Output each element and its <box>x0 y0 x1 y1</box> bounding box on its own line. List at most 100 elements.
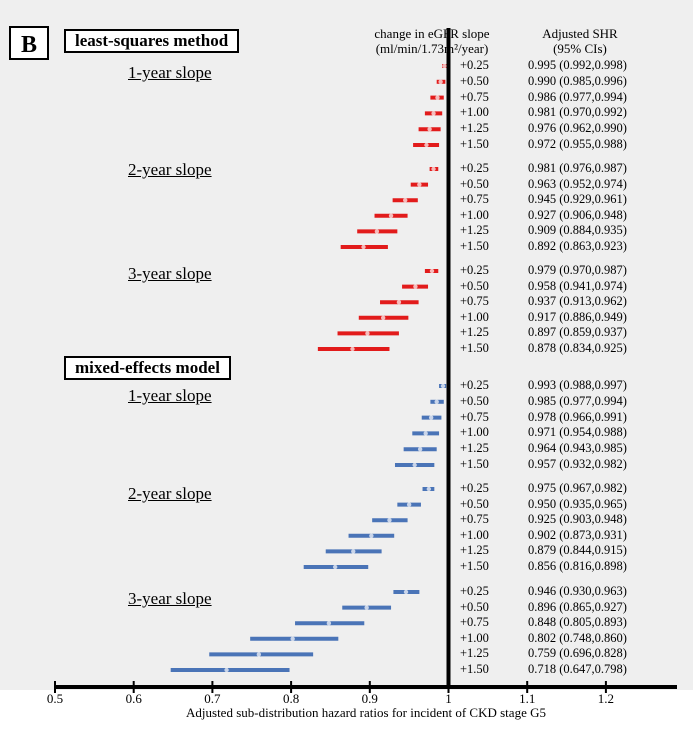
point-estimate <box>350 346 355 352</box>
shr-column-header: Adjusted SHR (95% CIs) <box>530 26 630 56</box>
point-estimate <box>403 198 408 203</box>
method-label: least-squares method <box>64 29 240 53</box>
delta-value: +1.25 <box>460 441 489 456</box>
x-tick-label: 1.1 <box>519 691 536 706</box>
point-estimate <box>351 549 356 554</box>
group-label: 1-year slope <box>128 386 212 405</box>
point-estimate <box>431 111 436 116</box>
point-estimate <box>413 284 418 289</box>
delta-value: +0.25 <box>460 263 489 277</box>
delta-value: +0.50 <box>460 496 489 511</box>
delta-value: +0.50 <box>460 278 489 293</box>
point-estimate <box>434 399 439 404</box>
shr-value: 0.957 (0.932,0.982) <box>528 457 627 471</box>
point-estimate <box>438 79 443 85</box>
shr-value: 0.958 (0.941,0.974) <box>528 278 627 293</box>
point-estimate <box>423 431 428 436</box>
panel-label: B <box>9 26 49 60</box>
delta-value: +1.50 <box>460 457 489 471</box>
point-estimate <box>364 605 369 610</box>
delta-value: +0.50 <box>460 599 489 614</box>
shr-value: 0.902 (0.873,0.931) <box>528 527 627 542</box>
delta-value: +0.25 <box>460 161 489 175</box>
shr-header-line1: Adjusted SHR <box>542 26 618 41</box>
delta-value: +1.25 <box>460 543 489 558</box>
delta-value: +1.50 <box>460 137 489 151</box>
delta-value: +0.25 <box>460 378 489 392</box>
point-estimate <box>428 415 434 420</box>
shr-value: 0.972 (0.955,0.988) <box>528 137 627 151</box>
shr-value: 0.897 (0.859,0.937) <box>528 325 627 340</box>
shr-value: 0.937 (0.913,0.962) <box>528 294 627 309</box>
delta-header-line2: (ml/min/1.73m²/year) <box>375 41 489 56</box>
group-label: 2-year slope <box>128 160 212 179</box>
shr-value: 0.879 (0.844,0.915) <box>528 543 627 558</box>
delta-column-header: change in eGFR slope (ml/min/1.73m²/year… <box>362 26 502 56</box>
shr-value: 0.971 (0.954,0.988) <box>528 425 627 440</box>
point-estimate <box>442 63 447 69</box>
delta-value: +1.00 <box>460 425 489 440</box>
x-tick-label: 0.6 <box>125 691 142 706</box>
point-estimate <box>369 533 374 538</box>
method-label: mixed-effects model <box>64 356 231 380</box>
x-tick-label: 0.7 <box>204 691 221 706</box>
x-tick-label: 0.8 <box>282 691 300 706</box>
x-axis-title: Adjusted sub-distribution hazard ratios … <box>186 705 546 720</box>
x-tick-label: 0.9 <box>361 691 378 706</box>
point-estimate <box>440 383 446 389</box>
point-estimate <box>361 244 366 250</box>
shr-value: 0.976 (0.962,0.990) <box>528 121 627 136</box>
group-label: 2-year slope <box>128 484 212 503</box>
delta-header-line1: change in eGFR slope <box>374 26 490 41</box>
point-estimate <box>256 652 262 657</box>
point-estimate <box>374 229 380 234</box>
shr-value: 0.925 (0.903,0.948) <box>528 512 627 527</box>
shr-value: 0.856 (0.816,0.898) <box>528 559 627 573</box>
point-estimate <box>435 95 440 100</box>
delta-value: +1.50 <box>460 239 489 253</box>
delta-value: +1.25 <box>460 325 489 340</box>
delta-value: +1.50 <box>460 662 489 676</box>
delta-value: +0.75 <box>460 89 489 104</box>
shr-value: 0.985 (0.977,0.994) <box>528 393 627 408</box>
shr-value: 0.759 (0.696,0.828) <box>528 646 627 661</box>
delta-value: +0.75 <box>460 512 489 527</box>
plot-background <box>0 0 693 690</box>
delta-value: +1.00 <box>460 309 489 324</box>
shr-value: 0.963 (0.952,0.974) <box>528 176 627 191</box>
shr-value: 0.718 (0.647,0.798) <box>528 662 627 676</box>
shr-value: 0.917 (0.886,0.949) <box>528 309 627 324</box>
point-estimate <box>388 213 394 218</box>
shr-value: 0.990 (0.985,0.996) <box>528 73 627 88</box>
delta-value: +0.75 <box>460 192 489 207</box>
delta-value: +0.75 <box>460 409 489 424</box>
point-estimate <box>332 564 338 570</box>
delta-value: +1.25 <box>460 646 489 661</box>
delta-value: +1.00 <box>460 207 489 222</box>
delta-value: +1.25 <box>460 121 489 136</box>
delta-value: +0.50 <box>460 176 489 191</box>
delta-value: +0.75 <box>460 294 489 309</box>
point-estimate <box>406 502 412 507</box>
delta-value: +0.25 <box>460 481 489 495</box>
x-tick-label: 1 <box>445 691 452 706</box>
shr-value: 0.993 (0.988,0.997) <box>528 378 627 392</box>
delta-value: +0.50 <box>460 393 489 408</box>
point-estimate <box>426 486 432 492</box>
point-estimate <box>417 447 423 452</box>
delta-value: +0.75 <box>460 615 489 630</box>
point-estimate <box>224 667 229 673</box>
x-tick-label: 0.5 <box>46 691 64 706</box>
point-estimate <box>403 589 409 595</box>
delta-value: +0.25 <box>460 584 489 598</box>
delta-value: +1.50 <box>460 341 489 355</box>
shr-value: 0.802 (0.748,0.860) <box>528 630 627 645</box>
point-estimate <box>396 300 402 305</box>
point-estimate <box>412 462 417 468</box>
shr-value: 0.950 (0.935,0.965) <box>528 496 627 511</box>
point-estimate <box>326 621 332 626</box>
shr-value: 0.981 (0.970,0.992) <box>528 105 627 120</box>
x-tick-label: 1.2 <box>597 691 615 706</box>
